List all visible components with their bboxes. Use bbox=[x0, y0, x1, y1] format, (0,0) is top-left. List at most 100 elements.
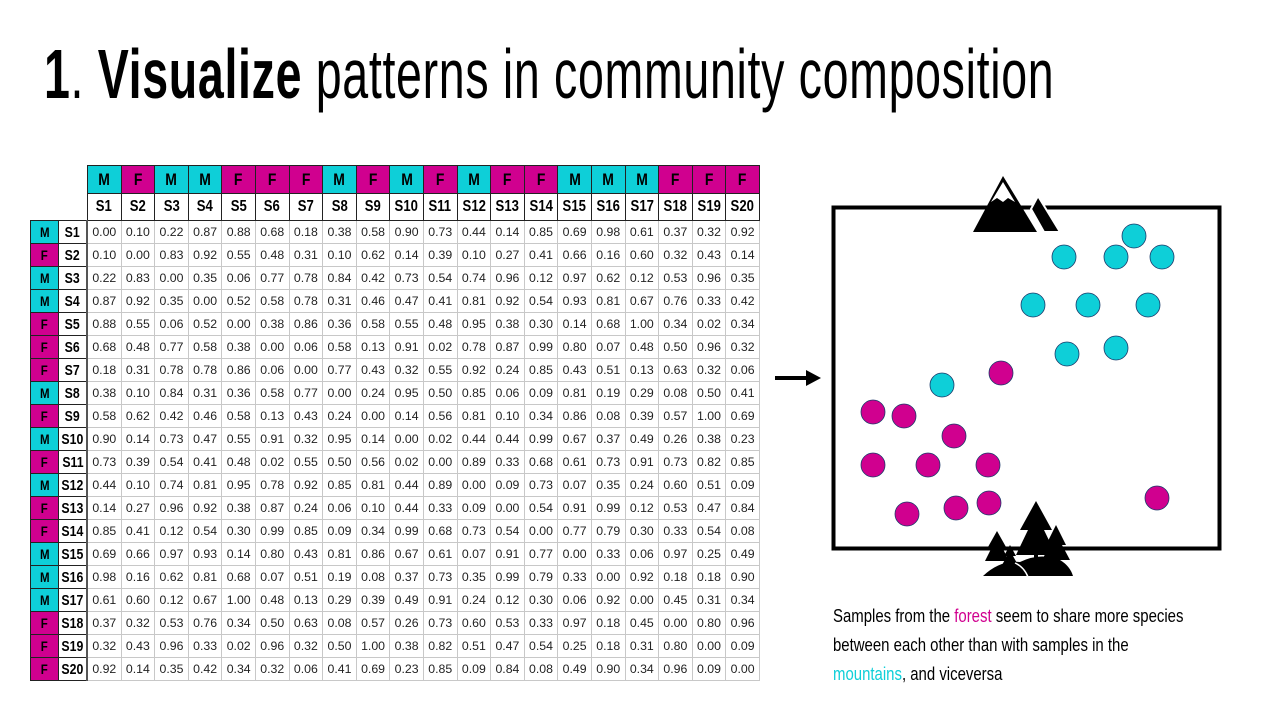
row-sample-label: S9 bbox=[58, 404, 88, 428]
column-group-label: M bbox=[187, 165, 223, 194]
column-sample-label: S3 bbox=[154, 193, 189, 221]
matrix-cell: 0.09 bbox=[523, 381, 559, 405]
matrix-cell: 0.50 bbox=[422, 381, 458, 405]
matrix-cell: 0.88 bbox=[86, 312, 122, 336]
mountain-sample-point bbox=[1121, 223, 1147, 249]
table-row: M S17 0.61 0.60 0.12 0.67 1.00 0.48 0.13 0.29 0.39… bbox=[30, 588, 760, 612]
matrix-cell: 0.43 bbox=[557, 358, 592, 382]
row-sample-label: S3 bbox=[58, 266, 88, 290]
matrix-cell: 0.35 bbox=[154, 657, 189, 681]
row-sample-label: S6 bbox=[58, 335, 88, 359]
matrix-cell: 0.29 bbox=[322, 588, 357, 612]
column-group-label: F bbox=[490, 165, 525, 194]
matrix-cell: 0.45 bbox=[658, 588, 693, 612]
table-row: F S14 0.85 0.41 0.12 0.54 0.30 0.99 0.85 0.09 0.34… bbox=[30, 519, 760, 543]
matrix-cell: 0.96 bbox=[691, 335, 727, 359]
matrix-cell: 0.98 bbox=[590, 220, 626, 244]
matrix-cell: 0.16 bbox=[120, 565, 156, 589]
matrix-cell: 0.86 bbox=[221, 358, 256, 382]
matrix-cell: 0.41 bbox=[725, 381, 760, 405]
matrix-cell: 0.35 bbox=[187, 266, 223, 290]
matrix-cell: 0.24 bbox=[456, 588, 492, 612]
matrix-cell: 0.91 bbox=[624, 450, 660, 474]
matrix-cell: 0.27 bbox=[490, 243, 525, 267]
matrix-cell: 0.06 bbox=[154, 312, 189, 336]
matrix-cell: 0.14 bbox=[221, 542, 256, 566]
column-sample-label: S7 bbox=[288, 193, 324, 221]
matrix-cell: 0.48 bbox=[254, 588, 290, 612]
matrix-cell: 0.77 bbox=[154, 335, 189, 359]
table-row: M S15 0.69 0.66 0.97 0.93 0.14 0.80 0.43 0.81 0.86… bbox=[30, 542, 760, 566]
matrix-cell: 0.24 bbox=[322, 404, 357, 428]
matrix-cell: 0.00 bbox=[456, 473, 492, 497]
matrix-cell: 0.92 bbox=[288, 473, 324, 497]
matrix-cell: 0.14 bbox=[389, 404, 424, 428]
matrix-cell: 0.84 bbox=[322, 266, 357, 290]
column-sample-label: S12 bbox=[456, 193, 492, 221]
matrix-cell: 0.14 bbox=[120, 657, 156, 681]
forest-sample-point bbox=[943, 495, 969, 521]
column-sample-label: S10 bbox=[389, 193, 424, 221]
matrix-cell: 0.31 bbox=[691, 588, 727, 612]
matrix-cell: 0.33 bbox=[187, 634, 223, 658]
forest-sample-point bbox=[976, 490, 1002, 516]
matrix-cell: 0.47 bbox=[691, 496, 727, 520]
mountain-sample-point bbox=[1020, 292, 1046, 318]
column-group-label: M bbox=[86, 165, 122, 194]
row-group-label: M bbox=[30, 427, 59, 451]
column-group-label: M bbox=[154, 165, 189, 194]
table-row: F S9 0.58 0.62 0.42 0.46 0.58 0.13 0.43 0.24 0.00 0… bbox=[30, 404, 760, 428]
matrix-cell: 0.09 bbox=[322, 519, 357, 543]
matrix-cell: 0.56 bbox=[422, 404, 458, 428]
distance-matrix: M F M M F F F M F M F M F F M M M F F F S1 S2 S3 S4 S5 S6 S7 S8 S9 S1… bbox=[30, 165, 760, 681]
matrix-cell: 0.79 bbox=[523, 565, 559, 589]
matrix-cell: 0.50 bbox=[691, 381, 727, 405]
matrix-cell: 0.91 bbox=[422, 588, 458, 612]
table-row: M S12 0.44 0.10 0.74 0.81 0.95 0.78 0.92 0.85 0.81… bbox=[30, 473, 760, 497]
matrix-cell: 0.30 bbox=[523, 312, 559, 336]
caption-text: , and viceversa bbox=[901, 664, 1003, 684]
table-row: F S13 0.14 0.27 0.96 0.92 0.38 0.87 0.24 0.06 0.10… bbox=[30, 496, 760, 520]
column-group-label: F bbox=[523, 165, 559, 194]
matrix-cell: 0.02 bbox=[422, 335, 458, 359]
matrix-cell: 0.06 bbox=[725, 358, 760, 382]
matrix-cell: 0.44 bbox=[389, 473, 424, 497]
matrix-cell: 0.10 bbox=[120, 220, 156, 244]
row-sample-label: S17 bbox=[58, 588, 88, 612]
matrix-cell: 0.18 bbox=[590, 611, 626, 635]
matrix-cell: 0.32 bbox=[658, 243, 693, 267]
matrix-cell: 0.31 bbox=[288, 243, 324, 267]
table-row: F S7 0.18 0.31 0.78 0.78 0.86 0.06 0.00 0.77 0.43 0… bbox=[30, 358, 760, 382]
matrix-cell: 0.42 bbox=[725, 289, 760, 313]
matrix-cell: 0.61 bbox=[86, 588, 122, 612]
row-group-label: F bbox=[30, 243, 59, 267]
matrix-cell: 0.00 bbox=[725, 657, 760, 681]
circles bbox=[860, 223, 1175, 527]
mountain-sample-point bbox=[1054, 341, 1080, 367]
matrix-cell: 0.60 bbox=[120, 588, 156, 612]
matrix-cell: 0.87 bbox=[254, 496, 290, 520]
matrix-cell: 0.34 bbox=[355, 519, 391, 543]
matrix-cell: 0.90 bbox=[590, 657, 626, 681]
matrix-cell: 0.38 bbox=[86, 381, 122, 405]
row-sample-label: S10 bbox=[58, 427, 88, 451]
matrix-cell: 0.62 bbox=[120, 404, 156, 428]
matrix-cell: 0.99 bbox=[590, 496, 626, 520]
matrix-cell: 0.07 bbox=[590, 335, 626, 359]
matrix-cell: 0.88 bbox=[221, 220, 256, 244]
matrix-cell: 0.86 bbox=[355, 542, 391, 566]
matrix-cell: 0.18 bbox=[691, 565, 727, 589]
matrix-cell: 0.96 bbox=[725, 611, 760, 635]
matrix-cell: 0.55 bbox=[221, 427, 256, 451]
matrix-cell: 0.67 bbox=[557, 427, 592, 451]
matrix-cell: 0.00 bbox=[355, 404, 391, 428]
caption-text: seem to share more species bbox=[995, 606, 1184, 626]
matrix-cell: 0.12 bbox=[624, 496, 660, 520]
matrix-cell: 0.06 bbox=[288, 657, 324, 681]
row-sample-label: S11 bbox=[58, 450, 88, 474]
table-row: F S6 0.68 0.48 0.77 0.58 0.38 0.00 0.06 0.58 0.13 0… bbox=[30, 335, 760, 359]
column-sample-label: S19 bbox=[691, 193, 727, 221]
matrix-cell: 0.85 bbox=[422, 657, 458, 681]
